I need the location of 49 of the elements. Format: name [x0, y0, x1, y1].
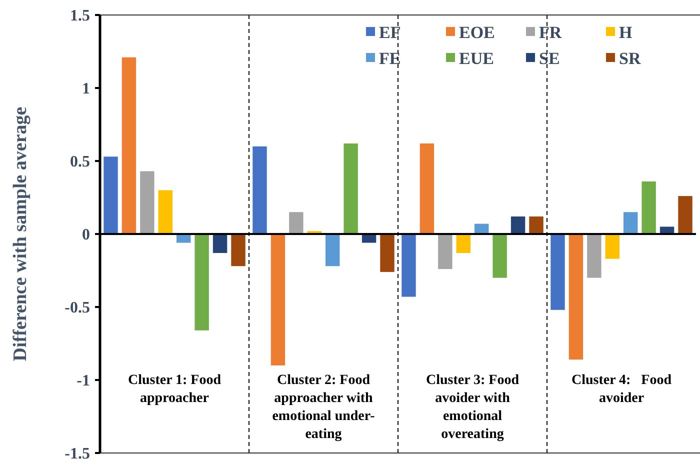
bar [624, 212, 638, 234]
legend-label: H [619, 22, 632, 42]
legend-label: EF [379, 22, 401, 42]
bar [194, 234, 209, 330]
legend-label: EOE [459, 22, 495, 42]
y-tick-label: -0.5 [64, 300, 90, 317]
bar [362, 234, 376, 243]
y-tick-label: -1.5 [64, 446, 90, 463]
bar [231, 234, 246, 266]
bar [605, 234, 620, 259]
bar [176, 234, 191, 243]
bar [212, 234, 228, 253]
y-tick-label: 1 [82, 80, 90, 98]
legend-label: EUE [459, 48, 494, 68]
bar [270, 234, 286, 366]
bar [289, 212, 304, 234]
x-tick-label: Cluster 3: Food avoider with emotional overeating [426, 373, 520, 442]
x-tick-label: Cluster 2: Food approacher with emotional under-eating [272, 373, 376, 442]
y-tick-label: 1.5 [70, 8, 90, 25]
bar [642, 181, 656, 234]
bar [529, 216, 544, 234]
bar [568, 234, 584, 360]
x-tick-label: Cluster 1: Food approacher [128, 373, 222, 406]
bar [326, 234, 340, 266]
y-tick-label: 0.5 [70, 154, 90, 171]
bar [438, 234, 452, 270]
bar [456, 234, 470, 253]
bar [402, 234, 416, 297]
bar [550, 234, 565, 310]
bar [678, 196, 692, 234]
legend-label: SR [619, 48, 642, 68]
bar [380, 234, 394, 272]
bar [420, 143, 434, 234]
bar [344, 143, 358, 234]
legend-label: FR [539, 22, 562, 42]
y-tick-label: 0 [82, 226, 90, 244]
bar [492, 234, 507, 278]
bar [252, 146, 267, 234]
bar [158, 190, 172, 234]
y-tick-label: -1 [76, 372, 90, 390]
bar [122, 57, 136, 234]
bar [140, 171, 154, 234]
bar [510, 216, 526, 234]
legend-label: SE [539, 48, 560, 68]
bar [587, 234, 602, 278]
x-tick-label: Cluster 4: Food avoider [571, 373, 672, 406]
legend-label: FE [379, 48, 401, 68]
bar [104, 156, 118, 234]
y-axis-title: Difference with sample average [10, 106, 31, 362]
